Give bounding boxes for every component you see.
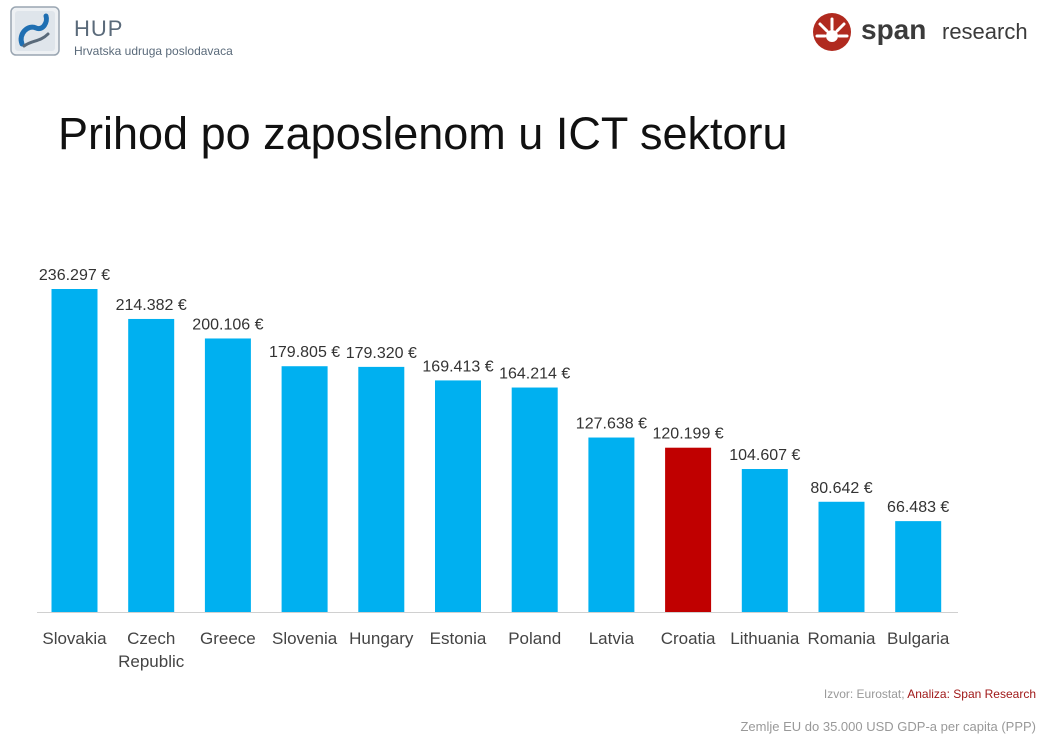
category-label: Romania xyxy=(807,629,876,648)
source-note: Izvor: Eurostat; Analiza: Span Research xyxy=(824,687,1036,701)
data-label: 104.607 € xyxy=(729,447,800,464)
category-label: Greece xyxy=(200,629,256,648)
bar-romania xyxy=(818,501,865,612)
bar-hungary xyxy=(358,366,405,612)
data-label: 127.638 € xyxy=(576,416,647,433)
hup-logo-subtitle: Hrvatska udruga poslodavaca xyxy=(74,44,233,58)
bar-estonia xyxy=(435,380,481,612)
bar-greece xyxy=(204,338,251,612)
page-title: Prihod po zaposlenom u ICT sektoru xyxy=(58,108,788,159)
bar-latvia xyxy=(588,437,635,612)
bar-croatia xyxy=(665,447,712,612)
data-label: 200.106 € xyxy=(192,316,263,333)
category-label: Poland xyxy=(508,629,561,648)
span-logo-name: span xyxy=(861,14,927,45)
category-label: Croatia xyxy=(661,629,716,648)
bar-chart: 236.297 € Slovakia 214.382 € Czech Republic 2… xyxy=(37,267,958,671)
country-criteria-note: Zemlje EU do 35.000 USD GDP-a per capita… xyxy=(740,719,1036,734)
data-label: 236.297 € xyxy=(39,267,110,284)
bar-bulgaria xyxy=(895,521,942,612)
category-label: Bulgaria xyxy=(887,629,950,648)
category-label: Slovakia xyxy=(42,629,107,648)
data-label: 179.320 € xyxy=(346,345,417,362)
data-label: 80.642 € xyxy=(810,480,872,497)
hup-logo-name: HUP xyxy=(74,16,124,41)
data-label: 66.483 € xyxy=(887,499,949,516)
category-label: Hungary xyxy=(349,629,414,648)
data-label: 169.413 € xyxy=(422,358,493,375)
bar-slovakia xyxy=(51,289,98,612)
bar-poland xyxy=(511,387,558,612)
data-label: 179.805 € xyxy=(269,344,340,361)
category-label: Lithuania xyxy=(730,629,800,648)
bar-czech-republic xyxy=(128,318,175,612)
source-analysis: Analiza: Span Research xyxy=(907,687,1036,701)
category-label: Republic xyxy=(118,652,185,671)
category-label: Latvia xyxy=(589,629,635,648)
bar-slovenia xyxy=(281,366,328,612)
data-label: 214.382 € xyxy=(116,297,187,314)
category-label: Slovenia xyxy=(272,629,338,648)
category-label: Estonia xyxy=(430,629,487,648)
span-logo-suffix: research xyxy=(942,19,1028,44)
hup-logo-icon xyxy=(10,6,60,56)
source-prefix: Izvor: Eurostat; xyxy=(823,687,908,701)
data-label: 164.214 € xyxy=(499,366,570,383)
category-label: Czech xyxy=(127,629,175,648)
bar-lithuania xyxy=(741,469,788,612)
data-label: 120.199 € xyxy=(653,426,724,443)
span-logo-icon xyxy=(813,13,851,51)
